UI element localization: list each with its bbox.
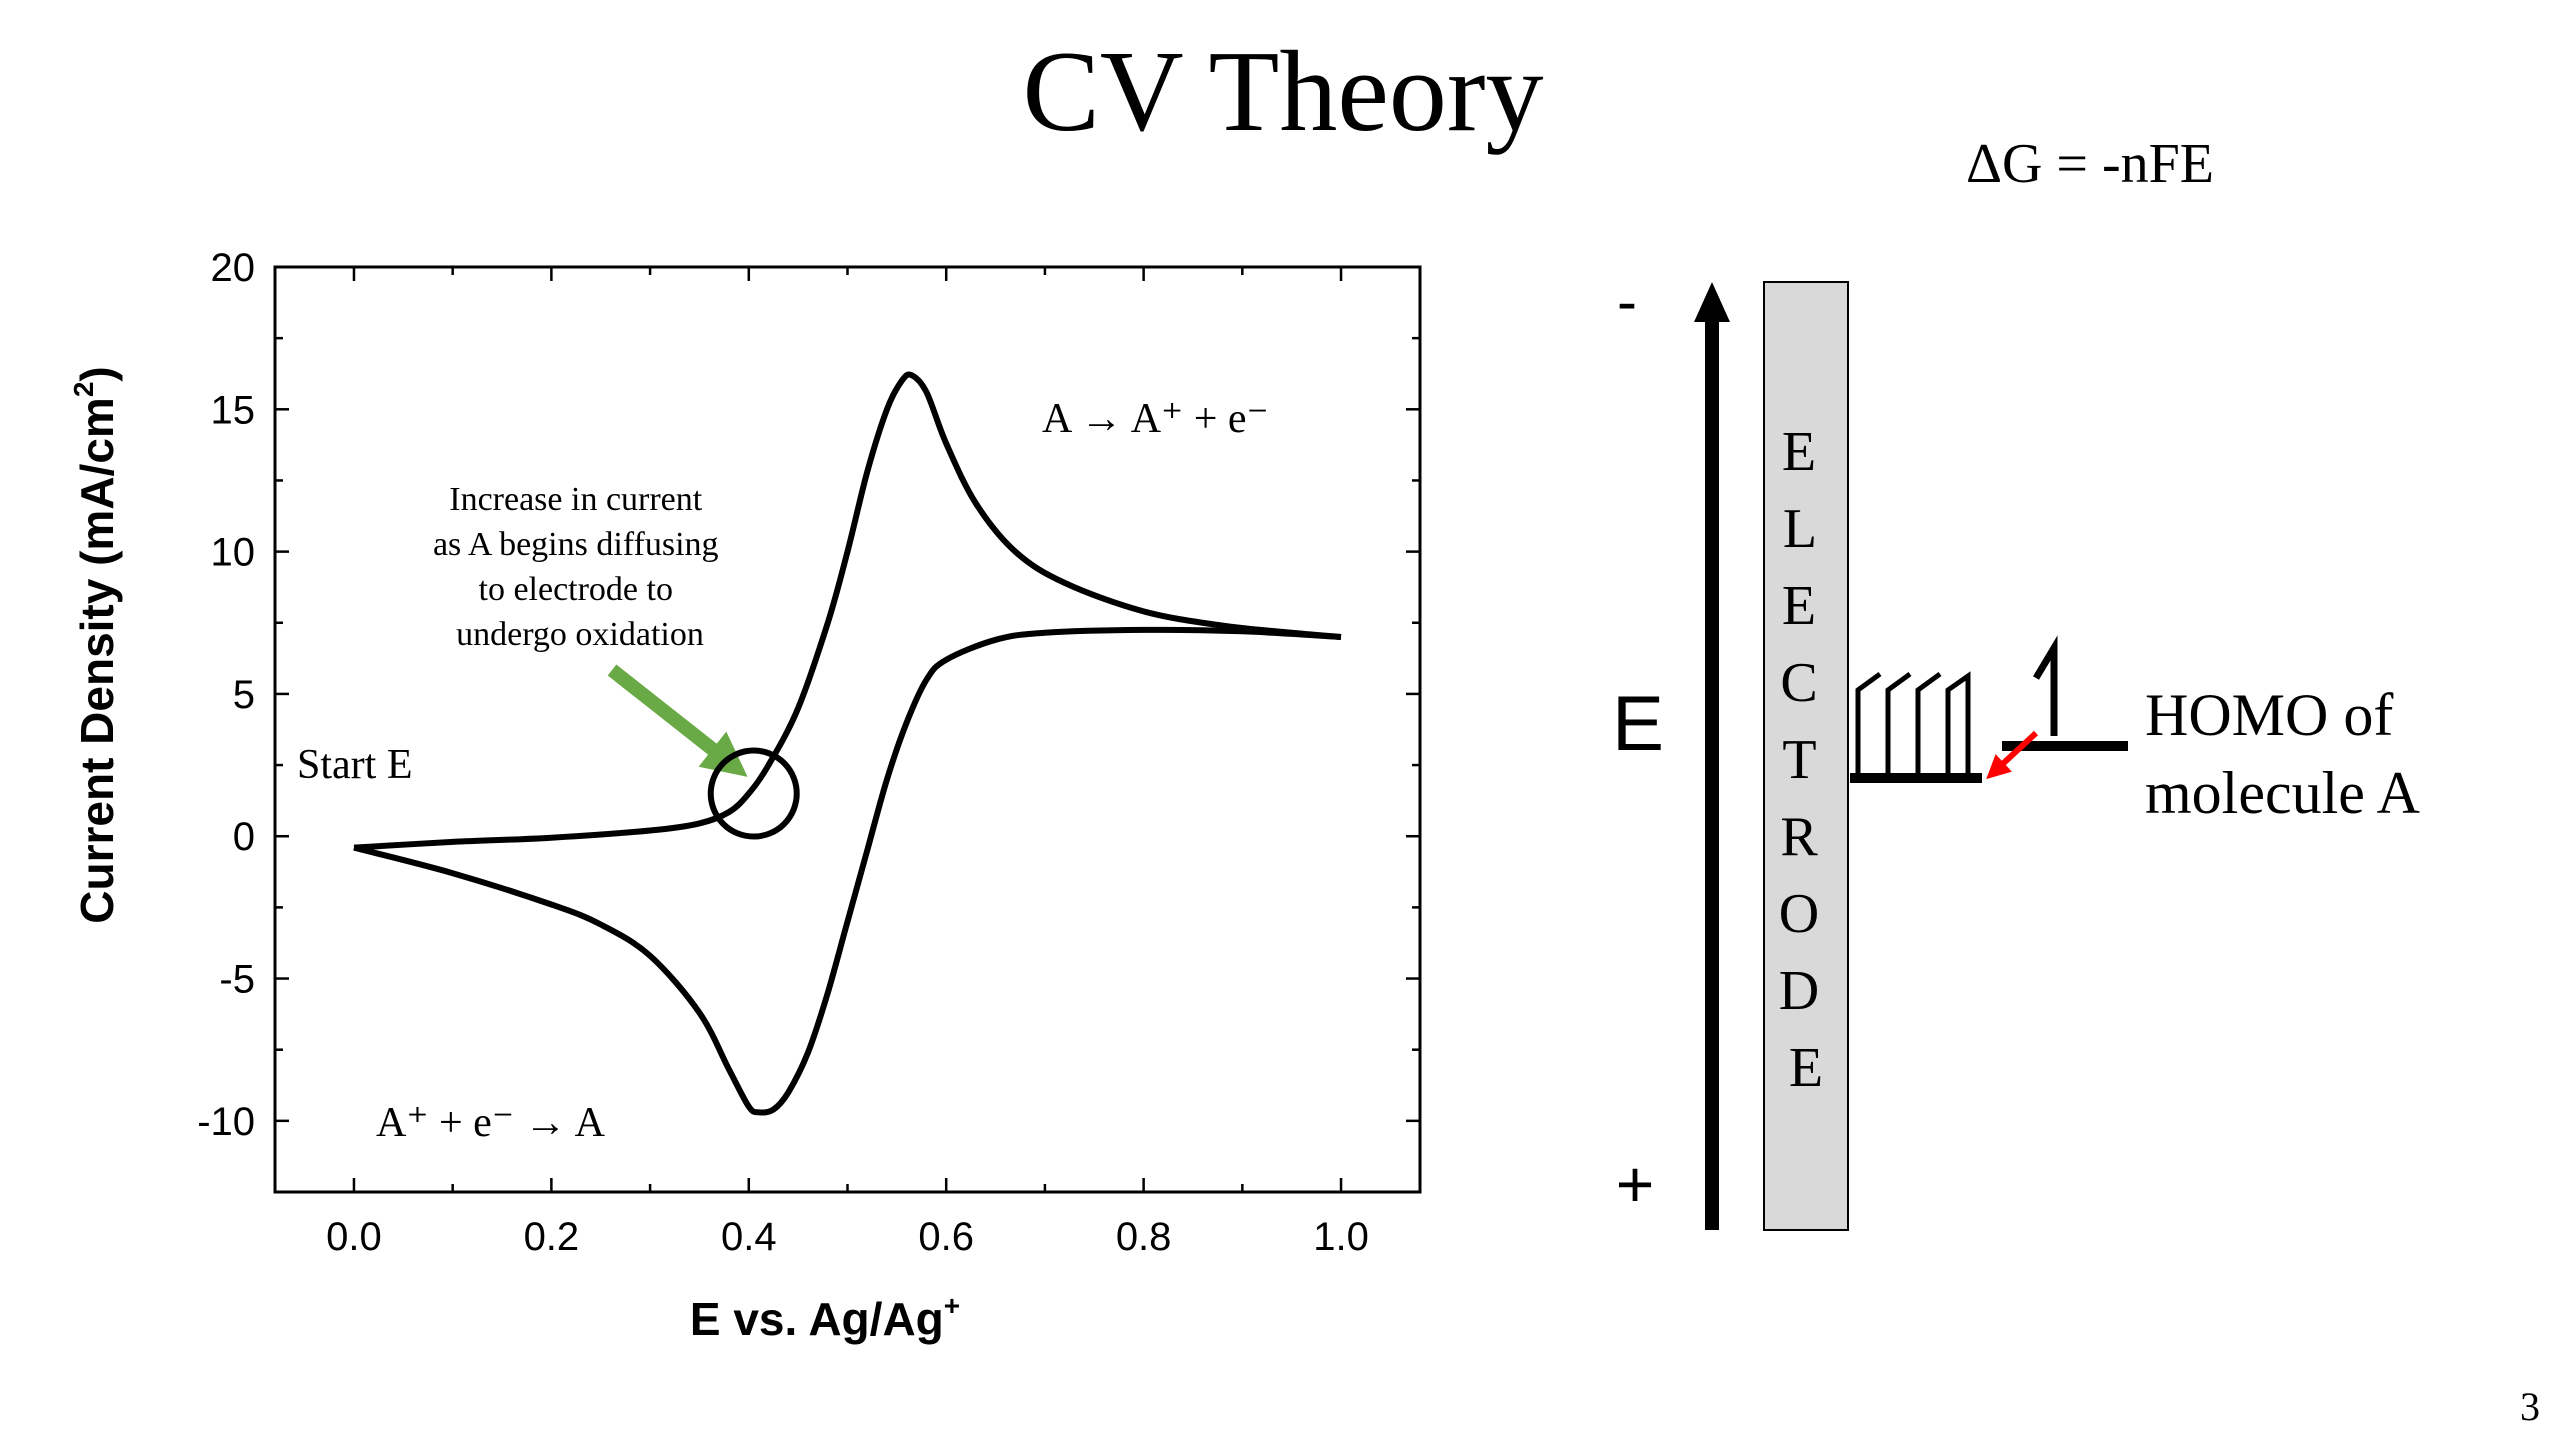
electrode-letter: O [1779, 883, 1819, 945]
homo-level [2002, 635, 2128, 751]
y-axis-ticks: 20 15 10 5 0 -5 -10 [197, 246, 1420, 1144]
electrode-letter: T [1782, 729, 1816, 791]
y-axis-title-text: Current Density (mA/cm [71, 397, 123, 924]
homo-label-line-1: HOMO of [2145, 682, 2393, 748]
homo-label: HOMO of molecule A [2145, 682, 2420, 826]
gibbs-equation: ΔG = -nFE [1966, 133, 2214, 195]
electrode-fermi-level [1850, 671, 1982, 783]
diffusion-note-line-1: Increase in current [449, 481, 703, 518]
electron-half-arrow-icon [1855, 671, 1882, 778]
electron-half-arrow-icon [1915, 671, 1942, 778]
electrode-letter: E [1782, 421, 1816, 483]
x-axis-ticks: 0.0 0.2 0.4 0.6 0.8 1.0 [326, 267, 1369, 1259]
slide-title: CV Theory [1023, 28, 1544, 156]
electron-half-arrow-icon [1885, 671, 1912, 778]
energy-axis-label: E [1612, 679, 1664, 767]
x-axis-title-superscript: + [944, 1290, 960, 1321]
y-tick-label: 10 [211, 531, 256, 575]
electrode-letter: R [1780, 806, 1818, 868]
x-tick-label: 1.0 [1313, 1215, 1369, 1259]
electrode-letter: E [1789, 1037, 1823, 1099]
y-tick-label: 0 [233, 815, 255, 859]
page-number: 3 [2520, 1384, 2540, 1429]
electron-transfer-arrow [1986, 730, 2039, 780]
x-tick-label: 0.6 [918, 1215, 974, 1259]
y-tick-label: 15 [211, 388, 256, 432]
data-series [353, 371, 1342, 1116]
y-axis-title-superscript: 2 [68, 382, 99, 398]
axis-minus-label: - [1617, 268, 1637, 335]
homo-label-line-2: molecule A [2145, 760, 2420, 826]
electrode-letter: E [1782, 575, 1816, 637]
electron-half-arrow-icon [1945, 671, 1971, 778]
y-tick-label: -5 [219, 958, 255, 1002]
y-tick-label: -10 [197, 1100, 255, 1144]
electrode-letters: E L E C T R O D E [1779, 421, 1833, 1099]
reduction-reaction-label: A⁺ + e⁻ → A [376, 1100, 606, 1146]
y-axis-title-tail: ) [71, 366, 123, 381]
energy-diagram: ΔG = -nFE - + E E L E C T R O D E [1612, 133, 2420, 1231]
x-tick-label: 0.2 [524, 1215, 580, 1259]
diffusion-note-line-3: to electrode to [479, 571, 673, 608]
y-tick-label: 5 [233, 673, 255, 717]
homo-electron-icon [2032, 635, 2058, 736]
y-tick-label: 20 [211, 246, 256, 290]
electrode-letter: D [1779, 960, 1819, 1022]
x-axis-title-text: E vs. Ag/Ag [690, 1293, 944, 1345]
onset-circle [707, 747, 800, 840]
y-axis-title: Current Density (mA/cm2) [68, 366, 123, 923]
x-tick-label: 0.4 [721, 1215, 777, 1259]
axis-plus-label: + [1616, 1147, 1655, 1221]
electrode [1763, 281, 1849, 1231]
electrode-letter: C [1780, 652, 1817, 714]
x-tick-label: 0.8 [1116, 1215, 1172, 1259]
x-tick-label: 0.0 [326, 1215, 382, 1259]
electrode-letter: L [1783, 498, 1815, 560]
energy-axis-arrowhead [1694, 282, 1730, 322]
x-axis-title: E vs. Ag/Ag+ [690, 1290, 960, 1345]
cv-chart: 0.0 0.2 0.4 0.6 0.8 1.0 20 15 10 5 0 -5 -10 E vs. A… [68, 246, 1422, 1345]
reverse-scan-line [353, 626, 1342, 1116]
forward-scan-line [353, 371, 1342, 851]
diffusion-note-line-4: undergo oxidation [456, 616, 704, 653]
oxidation-reaction-label: A → A⁺ + e⁻ [1042, 396, 1269, 442]
note-arrow [607, 664, 748, 777]
start-e-label: Start E [297, 742, 412, 788]
diffusion-note: Increase in current as A begins diffusin… [433, 481, 727, 653]
diffusion-note-line-2: as A begins diffusing [433, 526, 719, 563]
